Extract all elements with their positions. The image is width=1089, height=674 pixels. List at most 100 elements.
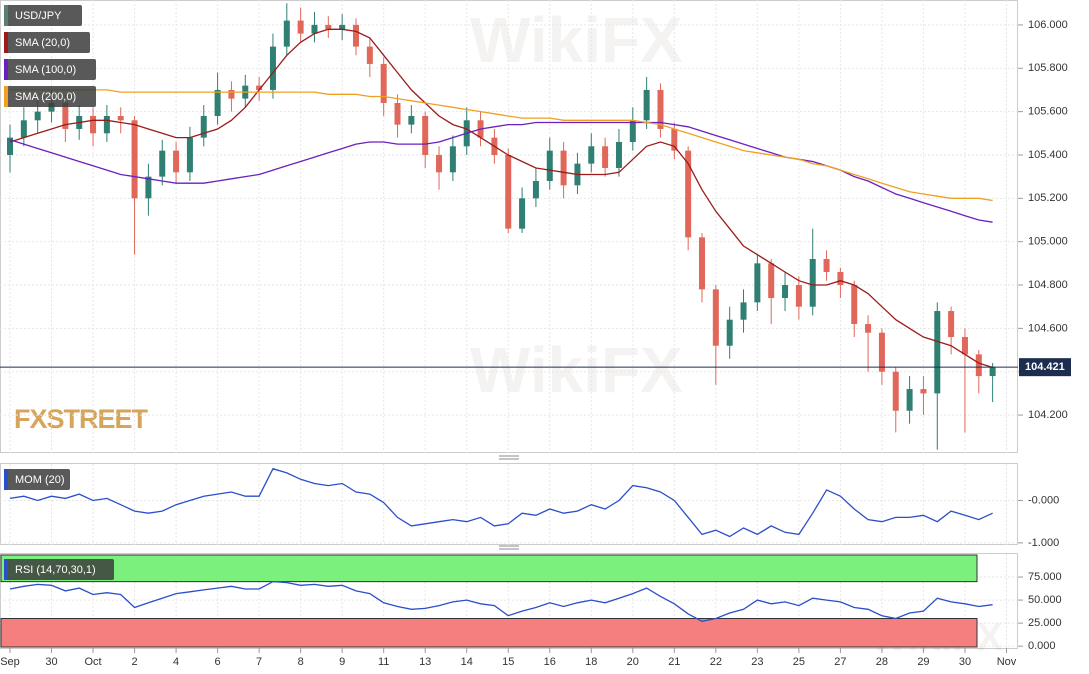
watermark: WikiFX — [470, 334, 683, 406]
x-tick-label: Sep — [0, 656, 20, 668]
y-tick-label: -1.000 — [1028, 537, 1059, 549]
candle-body — [948, 311, 955, 338]
x-tick-label: 20 — [627, 656, 639, 668]
legend-swatch — [4, 59, 8, 80]
y-tick-label: 50.000 — [1028, 594, 1062, 606]
candle-body — [505, 154, 512, 229]
legend-box — [4, 5, 82, 26]
y-tick-label: 105.400 — [1028, 149, 1068, 161]
x-tick-label: 14 — [461, 656, 473, 668]
x-tick-label: 23 — [751, 656, 763, 668]
indicator-line — [9, 580, 993, 622]
y-tick-label: 104.600 — [1028, 322, 1068, 334]
candle-body — [906, 389, 913, 411]
candle-body — [809, 259, 816, 307]
candle-body — [173, 150, 180, 173]
candle-body — [975, 354, 982, 377]
candle-body — [532, 180, 539, 199]
candle-body — [394, 102, 401, 125]
watermark: WikiFX — [470, 4, 683, 76]
candle-body — [795, 285, 802, 307]
mom-panel — [0, 463, 1018, 545]
candle-body — [408, 115, 415, 125]
last-price-label: 104.421 — [1025, 361, 1065, 373]
sma-line — [10, 89, 993, 202]
candle-body — [159, 150, 166, 177]
candle-body — [62, 102, 69, 129]
candle-body — [878, 332, 885, 372]
candle-body — [422, 115, 429, 155]
legend-swatch — [4, 32, 8, 53]
candle-body — [602, 146, 609, 168]
x-tick-label: 9 — [339, 656, 345, 668]
candle-body — [228, 89, 235, 99]
legend-swatch — [4, 469, 8, 490]
candle-body — [90, 115, 97, 134]
candle-body — [131, 120, 138, 199]
candle-body — [325, 24, 332, 30]
candle-body — [712, 289, 719, 346]
candle-body — [7, 137, 13, 155]
x-tick-label: 28 — [876, 656, 888, 668]
candle-body — [989, 367, 996, 377]
candle-body — [380, 63, 387, 103]
candle-body — [145, 176, 152, 199]
candle-body — [311, 24, 318, 34]
candle-body — [366, 46, 373, 64]
candle-body — [699, 237, 705, 290]
candle-body — [782, 285, 789, 299]
candle-body — [961, 337, 968, 355]
candle-body — [449, 146, 456, 173]
indicator-line — [9, 467, 993, 538]
legend-label: USD/JPY — [15, 10, 62, 22]
candle-body — [643, 89, 650, 121]
legend-swatch — [4, 86, 8, 107]
candle-body — [768, 263, 775, 299]
x-tick-label: 22 — [710, 656, 722, 668]
x-tick-label: 30 — [45, 656, 57, 668]
candle-body — [297, 20, 304, 34]
last-price-box — [1019, 358, 1071, 377]
x-tick-label: 2 — [131, 656, 137, 668]
legend-label: MOM (20) — [15, 474, 65, 486]
legend-box — [4, 469, 70, 490]
y-tick-label: 105.800 — [1028, 62, 1068, 74]
overbought-zone — [0, 554, 978, 583]
x-tick-label: 27 — [834, 656, 846, 668]
y-tick-label: 105.600 — [1028, 106, 1068, 118]
y-tick-label: 75.000 — [1028, 571, 1062, 583]
candle-body — [671, 128, 678, 151]
sma-line — [9, 28, 993, 369]
x-tick-label: Oct — [84, 656, 101, 668]
candle-body — [837, 272, 844, 286]
y-tick-label: 104.200 — [1028, 409, 1068, 421]
resize-handle[interactable] — [499, 455, 519, 550]
candle-body — [934, 311, 941, 394]
legend-label: SMA (100,0) — [15, 64, 76, 76]
candle-body — [214, 89, 221, 116]
y-tick-label: 106.000 — [1028, 19, 1068, 31]
candle-body — [851, 285, 858, 325]
candle-body — [865, 324, 872, 333]
candle-body — [560, 150, 567, 186]
x-tick-label: 11 — [378, 656, 389, 668]
x-tick-label: 16 — [544, 656, 556, 668]
oversold-zone — [0, 618, 978, 648]
candle-body — [436, 154, 443, 173]
y-tick-label: 0.000 — [1028, 640, 1056, 652]
x-tick-label: 4 — [173, 656, 179, 668]
legend-swatch — [4, 559, 8, 580]
x-tick-label: Nov — [997, 656, 1017, 668]
candle-body — [823, 259, 830, 273]
candle-body — [615, 141, 622, 168]
candle-body — [103, 115, 110, 134]
legend-box — [4, 59, 96, 80]
y-tick-label: 105.000 — [1028, 236, 1068, 248]
candle-body — [920, 389, 927, 394]
legend-label: SMA (200,0) — [15, 91, 76, 103]
candle-body — [34, 111, 41, 121]
legend-box — [4, 86, 96, 107]
x-tick-label: 25 — [793, 656, 805, 668]
candle-body — [588, 146, 595, 164]
